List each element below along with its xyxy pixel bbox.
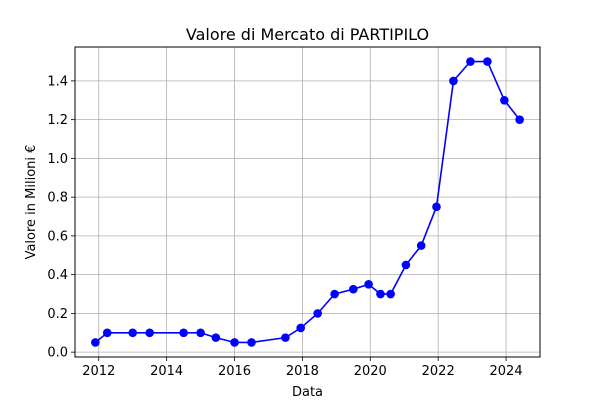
data-point (349, 284, 358, 294)
x-axis-label: Data (292, 385, 323, 400)
x-tick-label: 2016 (218, 364, 251, 379)
data-point (386, 289, 395, 299)
data-point (145, 328, 154, 338)
data-point (230, 338, 239, 347)
data-point (102, 328, 112, 338)
data-point (313, 309, 322, 318)
data-point (330, 289, 339, 299)
data-point (432, 202, 441, 212)
data-point (515, 115, 524, 124)
y-tick-label: 0.6 (47, 229, 68, 244)
grid-lines (75, 47, 540, 357)
data-point (211, 333, 221, 342)
y-tick-label: 0.2 (47, 307, 68, 322)
y-tick-label: 1.4 (47, 74, 68, 89)
y-tick-label: 0.4 (47, 268, 68, 283)
plot-frame (74, 46, 541, 358)
y-tick-label: 1.0 (47, 152, 68, 167)
data-point (128, 328, 137, 338)
data-point (91, 338, 100, 347)
x-tick-label: 2024 (490, 364, 523, 379)
y-tick-label: 1.2 (47, 113, 68, 128)
y-axis-label: Valore in Milioni € (24, 145, 39, 260)
y-tick-label: 0.0 (47, 346, 68, 361)
data-point (401, 260, 411, 270)
data-point (483, 57, 492, 66)
data-point (179, 328, 188, 338)
data-point (364, 280, 373, 289)
x-tick-label: 2012 (82, 364, 115, 379)
y-tick-label: 0.8 (47, 191, 68, 206)
x-tick-label: 2022 (422, 364, 455, 379)
data-point (196, 328, 205, 338)
y-axis-ticks: 0.0 0.2 0.4 0.6 0.8 1.0 1.2 1.4 (47, 74, 75, 361)
data-point (466, 57, 475, 66)
series-layer (91, 57, 524, 347)
data-point (247, 338, 256, 347)
data-point (500, 95, 509, 105)
data-point (449, 76, 458, 86)
x-tick-label: 2014 (150, 364, 183, 379)
x-tick-label: 2018 (286, 364, 319, 379)
x-tick-label: 2020 (354, 364, 387, 379)
data-point (416, 241, 426, 250)
x-axis-ticks: 2012 2014 2016 2018 2020 2022 2024 (82, 357, 523, 379)
data-point (296, 323, 306, 333)
data-point (376, 289, 385, 299)
chart-title: Valore di Mercato di PARTIPILO (186, 25, 429, 44)
data-point (281, 333, 290, 342)
